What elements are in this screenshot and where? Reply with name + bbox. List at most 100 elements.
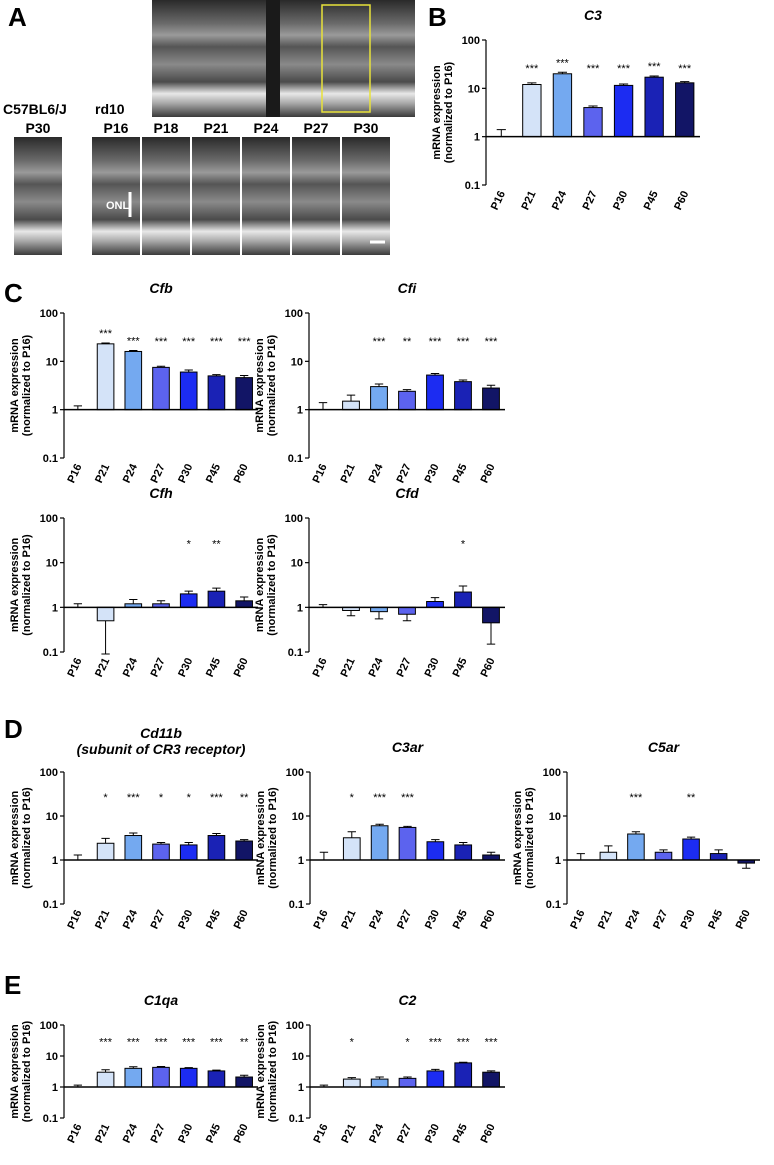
x-tick-label: P24 <box>367 461 387 485</box>
significance-label: *** <box>457 1036 471 1048</box>
x-tick-label: P21 <box>339 462 358 485</box>
y-tick-label: 0.1 <box>289 899 304 911</box>
error-bar <box>212 1069 221 1071</box>
oct-image <box>342 137 390 255</box>
y-tick-label: 10 <box>468 83 480 95</box>
bar <box>342 837 361 861</box>
bar <box>552 73 573 138</box>
significance-label: * <box>461 538 466 550</box>
x-tick-label: P60 <box>232 462 251 485</box>
highlight-box <box>321 4 371 113</box>
oct-image <box>92 137 140 255</box>
y-tick-label: 1 <box>298 855 304 867</box>
bar <box>454 1062 473 1088</box>
bar <box>522 84 542 138</box>
bar <box>644 76 664 138</box>
error-bar <box>458 585 468 593</box>
x-tick-label: P60 <box>232 908 251 931</box>
bar <box>342 400 360 411</box>
significance-label: *** <box>127 1036 141 1048</box>
bar <box>96 842 115 861</box>
x-tick-label: P45 <box>451 1122 470 1145</box>
y-axis-label: (normalized to P16) <box>21 787 33 889</box>
error-bar <box>239 839 249 842</box>
x-tick-label: P60 <box>734 908 753 931</box>
error-bar <box>101 620 110 655</box>
x-tick-label: P27 <box>395 908 414 931</box>
x-tick-label: P60 <box>479 462 498 485</box>
error-bar <box>527 82 537 85</box>
bar <box>235 377 253 411</box>
x-tick-label: P30 <box>679 908 698 931</box>
y-tick-label: 1 <box>555 855 561 867</box>
bar <box>342 1078 361 1088</box>
y-tick-label: 100 <box>40 767 58 779</box>
significance-label: ** <box>240 1036 249 1048</box>
x-tick-label: P45 <box>204 908 223 931</box>
y-tick-label: 1 <box>52 855 58 867</box>
y-axis-label: mRNA expression <box>254 538 266 633</box>
significance-label: *** <box>373 792 387 804</box>
x-tick-label: P24 <box>367 907 387 931</box>
bar <box>179 371 198 411</box>
x-tick-label: P21 <box>339 1122 358 1145</box>
chart-title: Cd11b <box>140 725 182 741</box>
error-bar <box>156 1065 166 1068</box>
x-tick-label: P30 <box>423 656 442 679</box>
y-tick-label: 0.1 <box>288 453 303 465</box>
x-tick-label: P60 <box>479 656 498 679</box>
x-tick-label: P16 <box>311 462 330 485</box>
chart-title: C1qa <box>144 992 178 1008</box>
y-tick-label: 10 <box>46 1051 58 1063</box>
error-bar <box>374 383 384 387</box>
y-axis-label: (normalized to P16) <box>21 534 33 636</box>
chart-title: Cfh <box>149 485 172 501</box>
x-tick-label: P16 <box>311 656 330 679</box>
error-bar <box>576 853 585 860</box>
y-tick-label: 100 <box>543 767 561 779</box>
oct-image <box>14 137 62 255</box>
error-bar <box>129 598 138 604</box>
bar <box>682 838 700 861</box>
bar <box>482 387 500 411</box>
error-bar <box>184 590 193 594</box>
x-tick-label: P21 <box>93 462 112 485</box>
significance-label: *** <box>155 1036 169 1048</box>
error-bar <box>659 849 668 853</box>
error-bar <box>212 587 221 592</box>
error-bar <box>184 841 193 845</box>
x-tick-label: P60 <box>232 1122 251 1145</box>
y-tick-label: 1 <box>52 1082 58 1094</box>
bar <box>627 833 645 861</box>
significance-label: *** <box>182 336 196 348</box>
error-bar <box>184 369 193 373</box>
significance-label: * <box>159 792 164 804</box>
oct-image <box>192 137 240 255</box>
significance-label: * <box>350 792 355 804</box>
x-tick-label: P27 <box>149 908 168 931</box>
y-axis-label: mRNA expression <box>255 1024 267 1119</box>
significance-label: *** <box>210 336 224 348</box>
x-tick-label: P45 <box>706 908 725 931</box>
chart-title: C3ar <box>392 739 425 755</box>
bar <box>152 1066 170 1088</box>
bar <box>96 1071 115 1088</box>
y-tick-label: 0.1 <box>43 647 58 659</box>
x-tick-label: P27 <box>395 656 414 679</box>
error-bar <box>129 349 138 352</box>
y-tick-label: 100 <box>285 513 303 525</box>
y-tick-label: 10 <box>46 811 58 823</box>
bar <box>152 843 170 861</box>
x-tick-label: P60 <box>479 1122 498 1145</box>
age-label: P27 <box>304 120 329 136</box>
y-axis-label: mRNA expression <box>512 791 524 886</box>
error-bar <box>347 1077 356 1080</box>
error-bar <box>631 831 641 834</box>
error-bar <box>319 851 329 860</box>
error-bar <box>239 596 249 601</box>
x-tick-label: P30 <box>423 462 442 485</box>
x-tick-label: P30 <box>423 908 442 931</box>
y-tick-label: 1 <box>297 602 303 614</box>
x-tick-label: P27 <box>395 1122 414 1145</box>
